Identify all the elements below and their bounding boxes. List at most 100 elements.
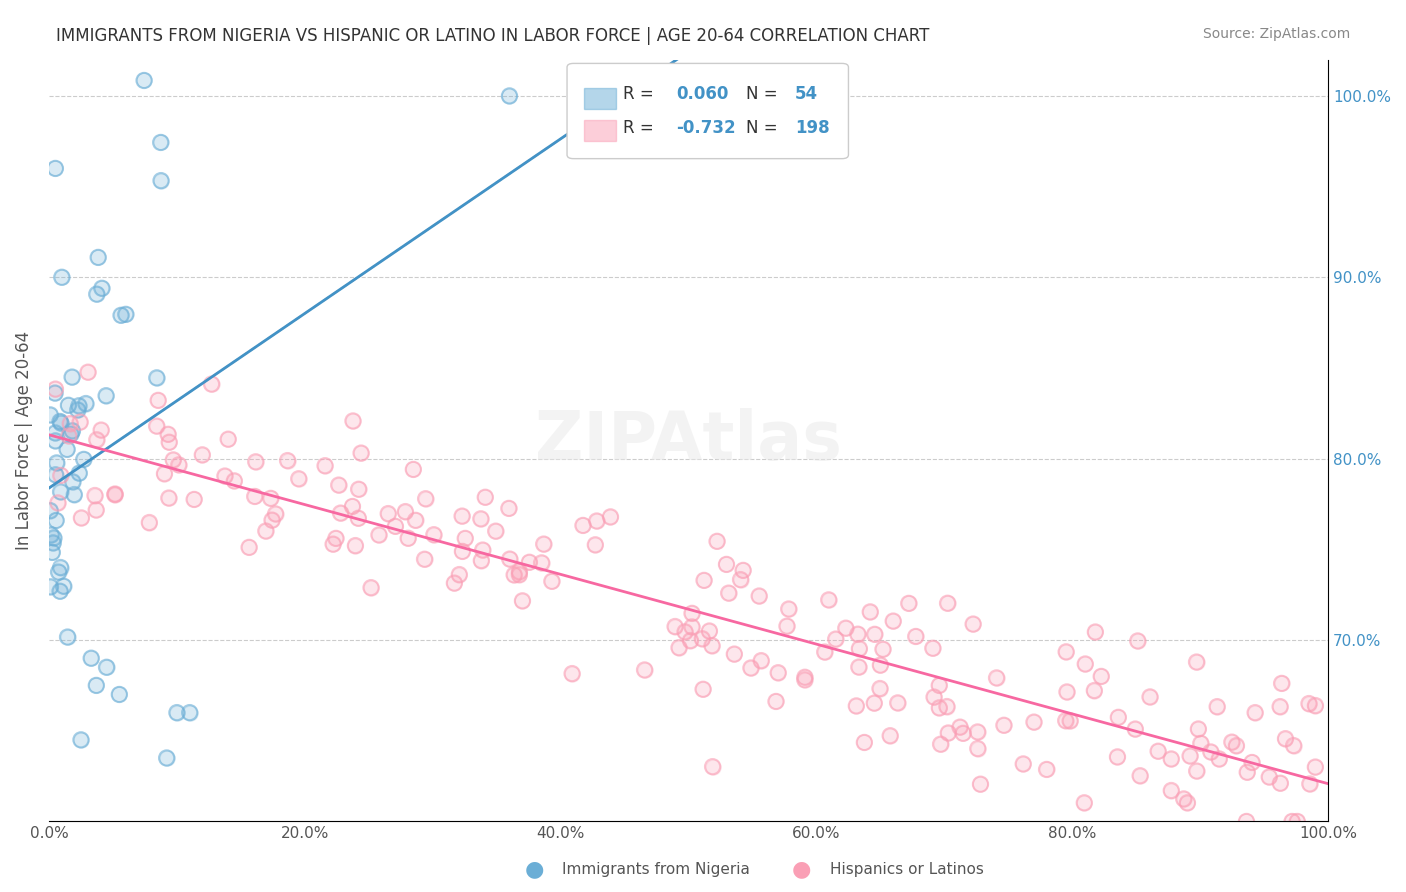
Point xyxy=(75,396,97,410)
Point xyxy=(368,528,391,542)
Point xyxy=(73,452,96,467)
Point xyxy=(377,507,399,521)
Point xyxy=(224,474,246,488)
Point xyxy=(508,567,530,582)
Point xyxy=(384,519,406,533)
Point xyxy=(49,468,72,483)
Point xyxy=(730,573,752,587)
Point xyxy=(84,678,107,692)
Point xyxy=(42,531,65,545)
Point xyxy=(716,558,738,572)
Point xyxy=(1012,756,1035,771)
Point xyxy=(879,729,901,743)
Text: -0.732: -0.732 xyxy=(676,120,735,137)
Point xyxy=(1022,715,1045,730)
Point xyxy=(897,596,920,610)
Point xyxy=(845,698,868,713)
Point xyxy=(104,488,127,502)
Point xyxy=(329,506,352,520)
Point xyxy=(966,725,988,739)
Point xyxy=(706,534,728,549)
Point xyxy=(498,501,520,516)
Point xyxy=(740,661,762,675)
Point xyxy=(929,737,952,751)
Point xyxy=(533,537,555,551)
Point xyxy=(1206,699,1229,714)
Point xyxy=(149,136,172,150)
Point xyxy=(503,567,526,582)
Point xyxy=(1240,756,1263,770)
Point xyxy=(329,506,352,520)
Point xyxy=(1220,735,1243,749)
Point xyxy=(454,532,477,546)
Point xyxy=(1160,783,1182,797)
Point xyxy=(1059,714,1081,728)
Point xyxy=(69,415,91,429)
Point xyxy=(1268,699,1291,714)
Point xyxy=(668,640,690,655)
Point xyxy=(749,654,772,668)
Point xyxy=(67,466,90,480)
Point xyxy=(485,524,508,538)
Point xyxy=(766,665,789,680)
Point xyxy=(44,386,66,401)
Point xyxy=(498,88,520,103)
Point xyxy=(1185,655,1208,669)
Point xyxy=(585,514,607,528)
Point xyxy=(45,514,67,528)
Point xyxy=(474,490,496,504)
Point xyxy=(1185,655,1208,669)
Point xyxy=(1236,814,1258,829)
Point xyxy=(63,487,86,501)
Point xyxy=(84,488,107,502)
Point xyxy=(748,589,770,603)
Point xyxy=(699,624,721,638)
Point xyxy=(1225,739,1247,753)
Point xyxy=(39,580,62,594)
Point xyxy=(394,505,416,519)
Point xyxy=(872,642,894,657)
Point xyxy=(260,513,283,527)
Point xyxy=(1187,722,1209,736)
Point xyxy=(692,632,714,646)
Point xyxy=(863,696,886,710)
Point xyxy=(498,501,520,516)
Point xyxy=(693,574,716,588)
Point xyxy=(1189,736,1212,750)
Point xyxy=(44,467,66,482)
Point xyxy=(512,594,534,608)
Point xyxy=(39,528,62,542)
Point xyxy=(572,518,595,533)
Point xyxy=(966,725,988,739)
Point xyxy=(1177,796,1199,810)
Point xyxy=(51,270,73,285)
Point xyxy=(224,474,246,488)
Point xyxy=(44,382,66,396)
Point xyxy=(162,453,184,467)
Point xyxy=(45,456,67,470)
Point xyxy=(1274,731,1296,746)
Point xyxy=(90,423,112,437)
Point xyxy=(1056,685,1078,699)
Point xyxy=(1073,796,1095,810)
Point xyxy=(49,584,72,599)
Point xyxy=(1298,697,1320,711)
Text: ZIPAtlas: ZIPAtlas xyxy=(536,408,842,474)
Point xyxy=(540,574,562,589)
Point xyxy=(848,641,870,656)
Point xyxy=(96,660,118,674)
Point xyxy=(217,432,239,446)
Point xyxy=(1126,634,1149,648)
Point xyxy=(848,660,870,674)
Point xyxy=(377,507,399,521)
Point xyxy=(824,632,846,646)
Point xyxy=(44,434,66,448)
Point xyxy=(1074,657,1097,671)
Point xyxy=(499,552,522,566)
Point xyxy=(966,741,988,756)
Point xyxy=(863,627,886,641)
Point xyxy=(664,619,686,633)
Point xyxy=(90,281,112,295)
Point xyxy=(499,552,522,566)
Point xyxy=(1244,706,1267,720)
